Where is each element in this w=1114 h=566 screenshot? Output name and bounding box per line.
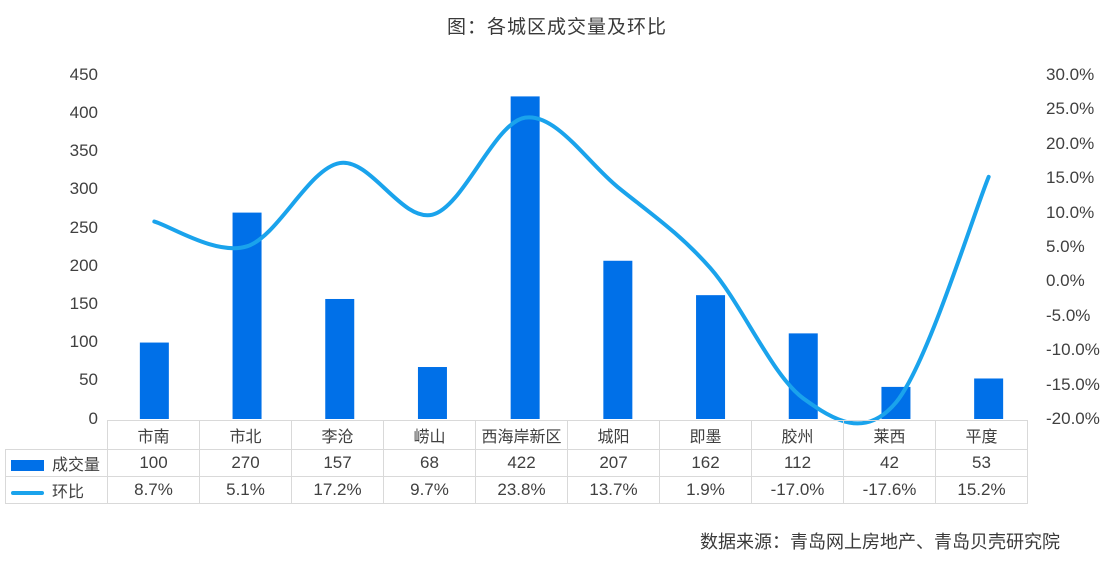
left-y-tick: 350: [69, 141, 98, 160]
legend-mom: 环比: [5, 476, 108, 504]
mom-value: -17.0%: [751, 476, 844, 504]
bar: [603, 260, 633, 419]
volume-value: 112: [751, 449, 844, 477]
mom-value: 23.8%: [475, 476, 568, 504]
right-y-tick: -5.0%: [1046, 306, 1091, 325]
volume-value: 270: [199, 449, 292, 477]
mom-value: 1.9%: [659, 476, 752, 504]
bar: [974, 378, 1004, 419]
right-y-tick: -20.0%: [1046, 409, 1100, 428]
right-y-tick: 30.0%: [1046, 65, 1095, 84]
bar: [139, 342, 169, 419]
volume-value: 157: [291, 449, 384, 477]
left-y-tick: 50: [79, 370, 98, 389]
category-label: 即墨: [659, 420, 752, 450]
bar: [417, 367, 447, 419]
right-y-tick: 25.0%: [1046, 99, 1095, 118]
volume-value: 68: [383, 449, 476, 477]
data-table: 市南 市北 李沧 崂山 西海岸新区 城阳 即墨 胶州 莱西 平度 成交量 100…: [5, 420, 1028, 504]
left-y-tick: 100: [69, 332, 98, 351]
category-label: 西海岸新区: [475, 420, 568, 450]
mom-value: 5.1%: [199, 476, 292, 504]
category-row: 市南 市北 李沧 崂山 西海岸新区 城阳 即墨 胶州 莱西 平度: [5, 420, 1028, 450]
left-y-tick: 250: [69, 218, 98, 237]
volume-value: 207: [567, 449, 660, 477]
bar: [510, 96, 540, 419]
category-label: 李沧: [291, 420, 384, 450]
right-y-tick: 20.0%: [1046, 134, 1095, 153]
right-y-tick: -15.0%: [1046, 375, 1100, 394]
left-y-tick: 300: [69, 179, 98, 198]
volume-row: 成交量 100 270 157 68 422 207 162 112 42 53: [5, 449, 1028, 477]
left-y-tick: 200: [69, 256, 98, 275]
bar: [325, 298, 355, 419]
volume-value: 53: [935, 449, 1028, 477]
mom-value: 9.7%: [383, 476, 476, 504]
mom-value: 15.2%: [935, 476, 1028, 504]
volume-value: 162: [659, 449, 752, 477]
chart-title: 图：各城区成交量及环比: [446, 16, 667, 38]
volume-value: 422: [475, 449, 568, 477]
bar: [232, 212, 262, 419]
volume-value: 100: [107, 449, 200, 477]
category-label: 平度: [935, 420, 1028, 450]
left-y-tick: 0: [88, 409, 98, 428]
bar: [696, 295, 726, 419]
category-label: 城阳: [567, 420, 660, 450]
right-y-tick: 0.0%: [1046, 271, 1085, 290]
mom-value: -17.6%: [843, 476, 936, 504]
mom-value: 17.2%: [291, 476, 384, 504]
right-y-tick: 15.0%: [1046, 168, 1095, 187]
category-label: 市南: [107, 420, 200, 450]
line-legend-icon: [11, 490, 44, 495]
legend-volume: 成交量: [5, 449, 108, 477]
category-label: 崂山: [383, 420, 476, 450]
right-y-tick: -10.0%: [1046, 340, 1100, 359]
data-source-note: 数据来源：青岛网上房地产、青岛贝壳研究院: [700, 532, 1060, 553]
category-label: 莱西: [843, 420, 936, 450]
mom-value: 8.7%: [107, 476, 200, 504]
bar-series: [139, 96, 1004, 419]
category-label: 市北: [199, 420, 292, 450]
mom-row: 环比 8.7% 5.1% 17.2% 9.7% 23.8% 13.7% 1.9%…: [5, 476, 1028, 504]
bar-legend-icon: [11, 460, 44, 471]
left-y-tick: 400: [69, 103, 98, 122]
left-y-tick: 150: [69, 294, 98, 313]
volume-value: 42: [843, 449, 936, 477]
line-series: [152, 115, 991, 426]
category-label: 胶州: [751, 420, 844, 450]
right-y-tick: 5.0%: [1046, 237, 1085, 256]
mom-value: 13.7%: [567, 476, 660, 504]
left-y-tick: 450: [69, 65, 98, 84]
right-y-tick: 10.0%: [1046, 203, 1095, 222]
